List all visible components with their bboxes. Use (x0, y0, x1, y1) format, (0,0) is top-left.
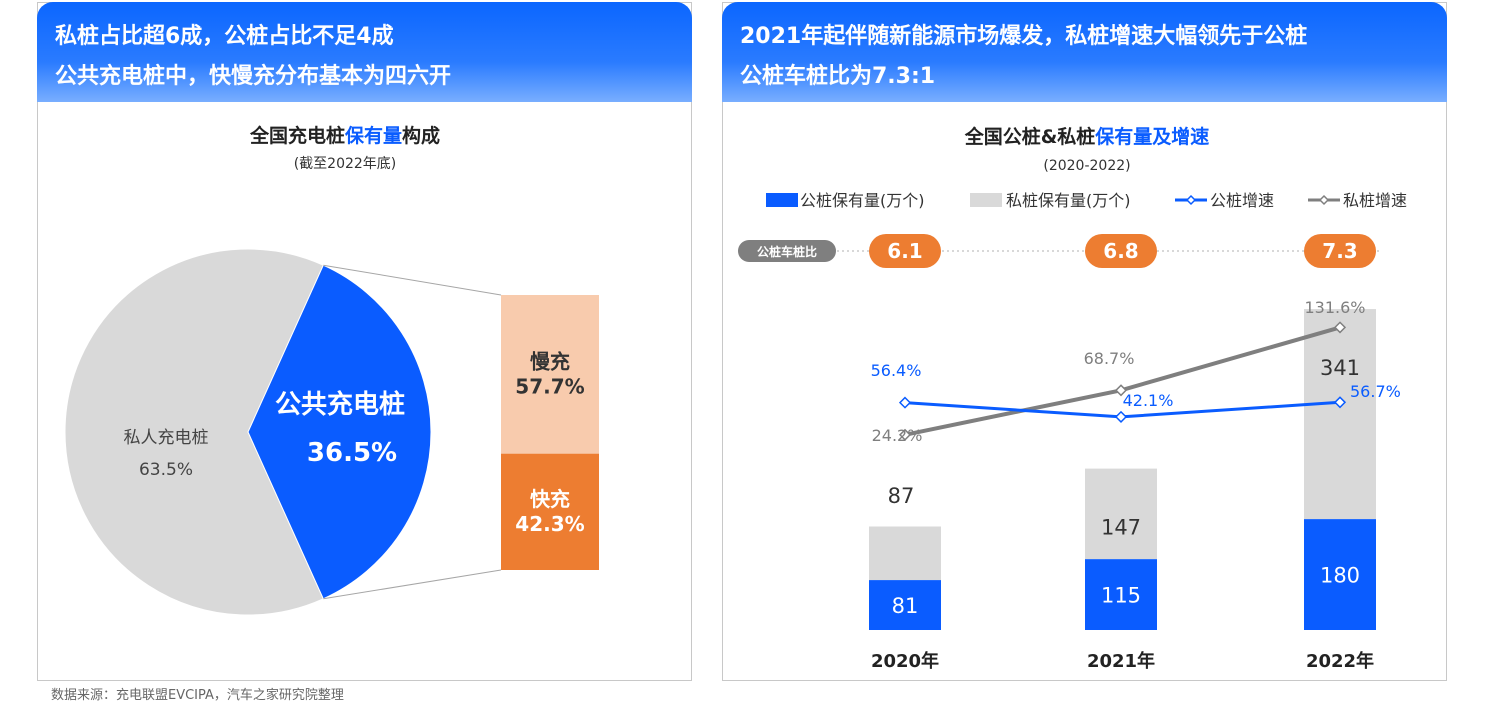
private-growth-marker-1 (1114, 384, 1128, 397)
breakdown-segment-0 (501, 295, 599, 454)
legend-marker-private-growth (1318, 194, 1330, 206)
bar-public-label-2: 180 (1320, 564, 1360, 588)
pie-label-private-name: 私人充电桩 (124, 428, 209, 448)
x-label-2: 2022年 (1306, 650, 1374, 672)
right-header-line1: 2021年起伴随新能源市场爆发，私桩增速大幅领先于公桩 (740, 24, 1308, 49)
bar-public-label-1: 115 (1101, 584, 1141, 608)
left-header: 私桩占比超6成，公桩占比不足4成 公共充电桩中，快慢充分布基本为四六开 (37, 2, 692, 102)
left-header-line1: 私桩占比超6成，公桩占比不足4成 (55, 24, 394, 49)
right-title-highlight: 保有量及增速 (1094, 125, 1209, 148)
pie-label-public-value: 36.5% (307, 438, 397, 468)
public-growth-marker-1 (1114, 410, 1128, 423)
breakdown-value-0: 57.7% (515, 374, 584, 398)
pie-label-public-name: 公共充电桩 (275, 389, 405, 420)
legend-swatch-public (766, 193, 798, 207)
ratio-value-2: 7.3 (1322, 239, 1357, 263)
left-header-line2: 公共充电桩中，快慢充分布基本为四六开 (55, 64, 452, 89)
public-growth-marker-2 (1333, 396, 1347, 409)
private-growth-label-2: 131.6% (1304, 298, 1365, 317)
breakdown-segment-1 (501, 453, 599, 570)
right-title-part1: 全国公桩&私桩 (964, 125, 1096, 148)
legend-marker-public-growth (1185, 194, 1197, 206)
bar-public-2 (1304, 519, 1376, 630)
ratio-pills: 6.1 6.8 7.3 (869, 234, 1376, 268)
left-title-highlight: 保有量 (344, 124, 402, 147)
breakdown-value-1: 42.3% (515, 512, 584, 536)
left-chart-subtitle: (截至2022年底) (294, 156, 397, 172)
bar-private-2 (1304, 309, 1376, 520)
ratio-pill-0 (869, 234, 941, 268)
public-growth-label-0: 56.4% (871, 361, 922, 380)
bar-private-label-1: 147 (1101, 516, 1141, 540)
bar-private-label-2: 341 (1320, 356, 1360, 380)
pie-slice-private (64, 248, 324, 616)
public-growth-label-1: 42.1% (1123, 391, 1174, 410)
bar-private-0 (869, 526, 941, 581)
pie-chart: 公共充电桩 36.5% 私人充电桩 63.5% (64, 248, 432, 616)
legend-label-public-growth: 公桩增速 (1210, 191, 1274, 210)
private-growth-label-0: 24.2% (872, 426, 923, 445)
private-growth-label-1: 68.7% (1084, 349, 1135, 368)
ratio-value-1: 6.8 (1103, 239, 1138, 263)
private-growth-marker-2 (1333, 321, 1347, 334)
bar-private-label-0: 87 (888, 484, 915, 508)
breakdown-label-1: 快充 (530, 487, 570, 511)
right-header: 2021年起伴随新能源市场爆发，私桩增速大幅领先于公桩 公桩车桩比为7.3:1 (722, 2, 1447, 102)
legend-swatch-private (970, 193, 1002, 207)
legend-label-public: 公桩保有量(万个) (800, 191, 925, 210)
right-header-line2: 公桩车桩比为7.3:1 (740, 64, 936, 89)
ratio-pill-1 (1085, 234, 1157, 268)
ratio-pill-2 (1304, 234, 1376, 268)
left-title-part1: 全国充电桩 (249, 124, 345, 147)
breakdown-label-0: 慢充 (530, 349, 570, 373)
ratio-value-0: 6.1 (887, 239, 922, 263)
breakdown-connector-bottom (323, 569, 502, 600)
x-axis-labels: 2020年 2021年 2022年 (871, 650, 1374, 672)
x-label-0: 2020年 (871, 650, 939, 672)
bar-public-1 (1085, 559, 1157, 630)
public-growth-label-2: 56.7% (1350, 382, 1401, 401)
pie-label-private-value: 63.5% (139, 460, 193, 480)
ratio-label: 公桩车桩比 (757, 244, 817, 259)
ratio-label-pill (738, 240, 836, 262)
legend: 公桩保有量(万个) 私桩保有量(万个) 公桩增速 私桩增速 (766, 191, 1407, 210)
right-chart-subtitle: (2020-2022) (1043, 158, 1130, 174)
left-chart-title: 全国充电桩保有量构成 (249, 124, 440, 147)
growth-lines: 56.4% 42.1% 56.7% 24.2% 68.7% 131.6% (871, 298, 1401, 445)
legend-label-private-growth: 私桩增速 (1343, 191, 1407, 210)
bar-public-0 (869, 580, 941, 630)
stacked-bars: 81 87 115 147 180 341 (869, 309, 1376, 630)
public-growth-marker-0 (898, 396, 912, 409)
breakdown-connector-top (323, 264, 502, 296)
left-title-part2: 构成 (402, 124, 440, 147)
footnote: 数据来源：充电联盟EVCIPA，汽车之家研究院整理 (51, 688, 344, 703)
x-label-1: 2021年 (1087, 650, 1155, 672)
bar-private-1 (1085, 468, 1157, 560)
legend-label-private: 私桩保有量(万个) (1006, 191, 1131, 210)
bar-public-label-0: 81 (892, 594, 919, 618)
right-chart-title: 全国公桩&私桩保有量及增速 (964, 125, 1210, 148)
pie-slice-public (247, 264, 432, 600)
private-growth-marker-0 (898, 428, 912, 441)
